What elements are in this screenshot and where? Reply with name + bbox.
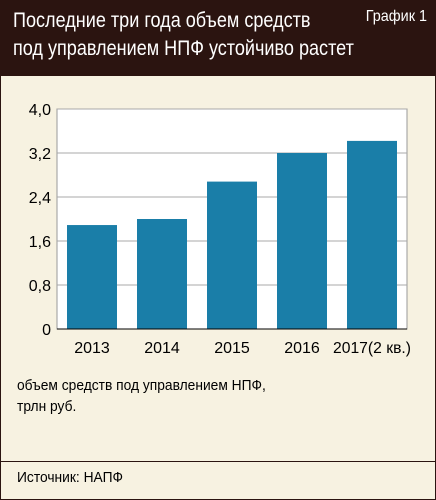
x-tick-label: 2017(2 кв.) [333,340,411,357]
footer-divider [1,461,435,462]
bar [67,225,117,329]
figure-number: График 1 [365,8,427,25]
header-bar: Последние три года объем средств под упр… [1,1,435,76]
note-line-2: трлн руб. [17,398,77,415]
bar [347,140,397,329]
title-line-2: под управлением НПФ устойчиво растет [13,37,354,60]
bar-chart: 0 0,8 1,6 2,4 3,2 4,0 2013 2014 2015 2016 2017(2 к… [29,102,411,357]
y-tick-label: 2,4 [29,190,51,207]
x-tick-label: 2015 [214,340,250,357]
note-line-1: объем средств под управлением НПФ, [17,377,266,394]
bar [277,153,327,329]
title-line-1: Последние три года объем средств [13,9,311,32]
x-tick-label: 2013 [74,340,110,357]
source-text: Источник: НАПФ [17,469,124,486]
x-tick-label: 2014 [144,340,180,357]
chart-title: Последние три года объем средств под упр… [13,7,354,63]
x-tick-label: 2016 [284,340,320,357]
bar [137,219,187,329]
y-tick-label: 1,6 [29,234,51,251]
bar [207,181,257,329]
chart-note: объем средств под управлением НПФ, трлн … [17,375,266,417]
y-tick-label: 0 [42,322,51,339]
y-tick-label: 0,8 [29,278,51,295]
y-tick-label: 4,0 [29,102,51,119]
y-tick-label: 3,2 [29,146,51,163]
